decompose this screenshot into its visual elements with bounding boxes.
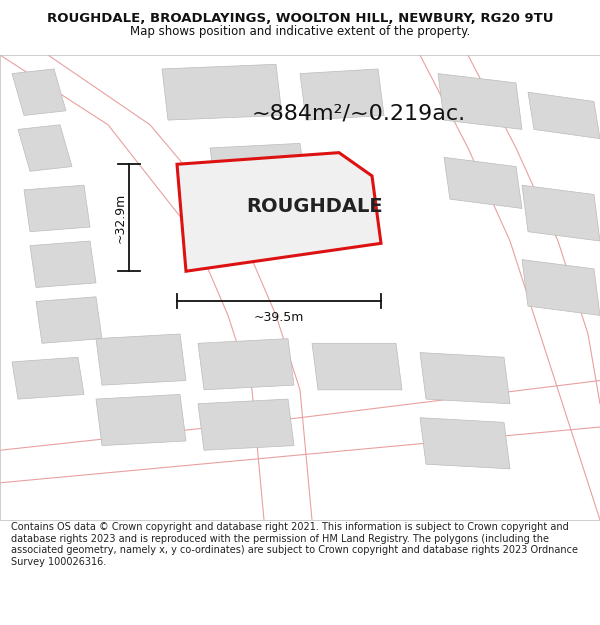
Polygon shape [162,64,282,120]
Polygon shape [12,357,84,399]
Polygon shape [312,343,402,390]
Text: Contains OS data © Crown copyright and database right 2021. This information is : Contains OS data © Crown copyright and d… [11,522,578,567]
Polygon shape [18,125,72,171]
Text: ~32.9m: ~32.9m [113,192,127,243]
Text: ROUGHDALE: ROUGHDALE [247,197,383,216]
Polygon shape [420,352,510,404]
Text: ~884m²/~0.219ac.: ~884m²/~0.219ac. [252,103,466,123]
Text: Map shows position and indicative extent of the property.: Map shows position and indicative extent… [130,26,470,39]
Polygon shape [300,69,384,120]
Polygon shape [522,185,600,241]
Polygon shape [177,152,381,271]
Polygon shape [198,399,294,450]
Polygon shape [198,339,294,390]
Text: ~39.5m: ~39.5m [254,311,304,324]
Polygon shape [36,297,102,343]
Polygon shape [420,418,510,469]
Polygon shape [24,185,90,232]
Polygon shape [96,334,186,385]
Polygon shape [216,204,306,255]
Polygon shape [444,158,522,209]
Polygon shape [528,92,600,139]
Text: ROUGHDALE, BROADLAYINGS, WOOLTON HILL, NEWBURY, RG20 9TU: ROUGHDALE, BROADLAYINGS, WOOLTON HILL, N… [47,12,553,25]
Polygon shape [30,241,96,288]
Polygon shape [438,74,522,129]
Polygon shape [12,69,66,116]
Polygon shape [96,394,186,446]
Polygon shape [210,143,306,190]
Polygon shape [522,259,600,316]
